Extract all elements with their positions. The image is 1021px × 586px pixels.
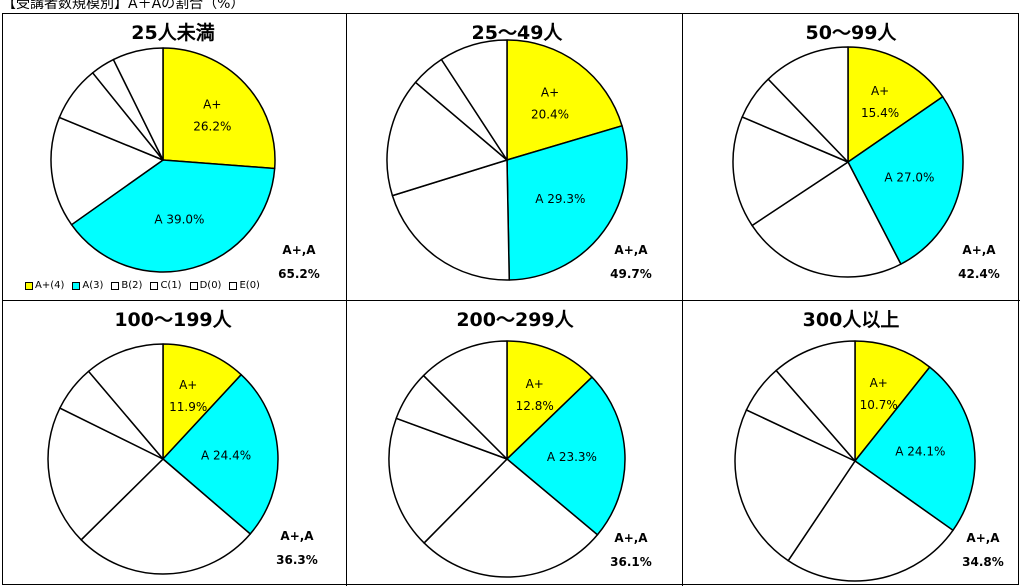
slice-label-aplus: A+ bbox=[870, 376, 888, 390]
sum-value: 34.8% bbox=[962, 555, 1004, 569]
pie-slice-c1 bbox=[386, 81, 508, 197]
page-title: 【受講者数規模別】A＋Aの割合（%） bbox=[2, 0, 245, 12]
slice-label-a: A 27.0% bbox=[884, 170, 934, 184]
pie-slice-e0 bbox=[440, 39, 508, 161]
slice-label-aplus: A+ bbox=[526, 377, 544, 391]
pie-chart-4: 100〜199人 A+ 11.9% A 24.4% A+,A 36.3% bbox=[47, 309, 318, 575]
pie-chart-6: 300人以上 A+ 10.7% A 24.1% A+,A 34.8% bbox=[734, 309, 1004, 582]
slice-label-a: A 23.3% bbox=[547, 450, 597, 464]
legend-swatch bbox=[150, 281, 159, 290]
pie-slice-a4 bbox=[506, 340, 593, 460]
legend: A+(4) A(3) B(2) C(1) D(0) E(0) bbox=[25, 280, 260, 291]
slice-label-aplus: A+ bbox=[203, 97, 221, 111]
chart-title: 50〜99人 bbox=[806, 22, 898, 44]
legend-label: E(0) bbox=[239, 280, 260, 291]
slice-label-aplus: 11.9% bbox=[169, 400, 207, 414]
pie-chart-1: 25人未満 A+ 26.2% A 39.0% A+,A 65.2% bbox=[50, 21, 320, 281]
pie-slice-b2 bbox=[80, 458, 251, 575]
legend-label: B(2) bbox=[121, 280, 143, 291]
pie-slice-e0 bbox=[87, 343, 164, 460]
sum-value: 65.2% bbox=[278, 267, 320, 281]
slice-label-aplus: A+ bbox=[179, 378, 197, 392]
chart-panel-2: 25〜49人 A+ 20.4% A 29.3% A+,A 49.7% bbox=[347, 14, 683, 301]
chart-panel-4: 100〜199人 A+ 11.9% A 24.4% A+,A 36.3% bbox=[3, 301, 347, 586]
pie-chart-3: 50〜99人 A+ 15.4% A 27.0% A+,A 42.4% bbox=[732, 22, 1000, 281]
pie-slice-e0 bbox=[767, 46, 849, 163]
slice-label-aplus: 26.2% bbox=[193, 119, 231, 133]
pie-slice-c1 bbox=[47, 407, 164, 541]
chart-title: 25人未満 bbox=[131, 21, 214, 44]
chart-panel-6: 300人以上 A+ 10.7% A 24.1% A+,A 34.8% bbox=[683, 301, 1020, 586]
pie-slice-b2 bbox=[751, 161, 902, 278]
legend-swatch bbox=[189, 281, 198, 290]
pie-slice-a4 bbox=[847, 46, 944, 163]
chart-title: 300人以上 bbox=[803, 309, 900, 331]
legend-label: A+(4) bbox=[35, 280, 65, 291]
chart-title: 100〜199人 bbox=[114, 309, 232, 331]
legend-swatch bbox=[111, 281, 120, 290]
pie-chart-5: 200〜299人 A+ 12.8% A 23.3% A+,A 36.1% bbox=[388, 309, 652, 578]
legend-label: C(1) bbox=[160, 280, 182, 291]
legend-label: D(0) bbox=[199, 280, 222, 291]
legend-label: A(3) bbox=[82, 280, 104, 291]
pie-slice-b2 bbox=[787, 460, 954, 582]
legend-swatch bbox=[72, 281, 81, 290]
legend-item: A+(4) bbox=[25, 280, 64, 291]
legend-item: B(2) bbox=[111, 280, 142, 291]
slice-label-aplus: A+ bbox=[871, 84, 889, 98]
pie-slice-c1 bbox=[388, 417, 508, 544]
pie-slice-c1 bbox=[732, 116, 849, 227]
sum-value: 36.3% bbox=[276, 553, 318, 567]
sum-label: A+,A bbox=[280, 529, 314, 543]
legend-item: E(0) bbox=[229, 280, 260, 291]
chart-title: 200〜299人 bbox=[456, 309, 574, 331]
pie-slice-a4 bbox=[162, 47, 276, 170]
slice-label-a: A 24.1% bbox=[895, 445, 945, 459]
sum-label: A+,A bbox=[614, 531, 648, 545]
pie-slice-b2 bbox=[423, 458, 599, 578]
pie-slice-a3 bbox=[162, 373, 279, 535]
sum-value: 42.4% bbox=[958, 267, 1000, 281]
slice-label-aplus: 12.8% bbox=[516, 399, 554, 413]
pie-slice-a3 bbox=[854, 366, 976, 532]
legend-item: A(3) bbox=[72, 280, 103, 291]
pie-slice-a4 bbox=[162, 343, 242, 460]
sum-label: A+,A bbox=[614, 243, 648, 257]
chart-panel-5: 200〜299人 A+ 12.8% A 23.3% A+,A 36.1% bbox=[347, 301, 683, 586]
slice-label-aplus: 15.4% bbox=[861, 106, 899, 120]
chart-panel-3: 50〜99人 A+ 15.4% A 27.0% A+,A 42.4% bbox=[683, 14, 1020, 301]
pie-slice-a3 bbox=[847, 96, 964, 265]
legend-item: C(1) bbox=[150, 280, 182, 291]
legend-item: D(0) bbox=[189, 280, 222, 291]
slice-label-a: A 29.3% bbox=[535, 192, 585, 206]
chart-grid: 25人未満 A+ 26.2% A 39.0% A+,A 65.2% A+(4) A(3) B(… bbox=[2, 13, 1020, 586]
chart-panel-1: 25人未満 A+ 26.2% A 39.0% A+,A 65.2% A+(4) A(3) B(… bbox=[3, 14, 347, 301]
sum-label: A+,A bbox=[962, 243, 996, 257]
slice-label-aplus: 10.7% bbox=[860, 398, 898, 412]
slice-label-aplus: 20.4% bbox=[531, 107, 569, 121]
pie-slice-a3 bbox=[70, 159, 276, 273]
legend-swatch bbox=[229, 281, 238, 290]
sum-label: A+,A bbox=[966, 531, 1000, 545]
pie-slice-e0 bbox=[775, 340, 856, 462]
pie-chart-2: 25〜49人 A+ 20.4% A 29.3% A+,A 49.7% bbox=[386, 22, 652, 281]
pie-slice-e0 bbox=[422, 340, 508, 460]
slice-label-a: A 39.0% bbox=[154, 212, 204, 226]
pie-slice-b2 bbox=[391, 159, 511, 281]
pie-slice-a4 bbox=[506, 39, 623, 161]
pie-slice-a4 bbox=[854, 340, 931, 462]
slice-label-a: A 24.4% bbox=[201, 448, 251, 462]
legend-swatch bbox=[25, 281, 33, 290]
pie-slice-a3 bbox=[506, 376, 626, 536]
slice-label-aplus: A+ bbox=[541, 85, 559, 99]
sum-value: 36.1% bbox=[610, 555, 652, 569]
sum-label: A+,A bbox=[282, 243, 316, 257]
pie-slice-b2 bbox=[50, 116, 164, 226]
pie-slice-a3 bbox=[506, 125, 628, 281]
sum-value: 49.7% bbox=[610, 267, 652, 281]
pie-slice-e0 bbox=[112, 47, 164, 161]
chart-title: 25〜49人 bbox=[472, 22, 564, 44]
